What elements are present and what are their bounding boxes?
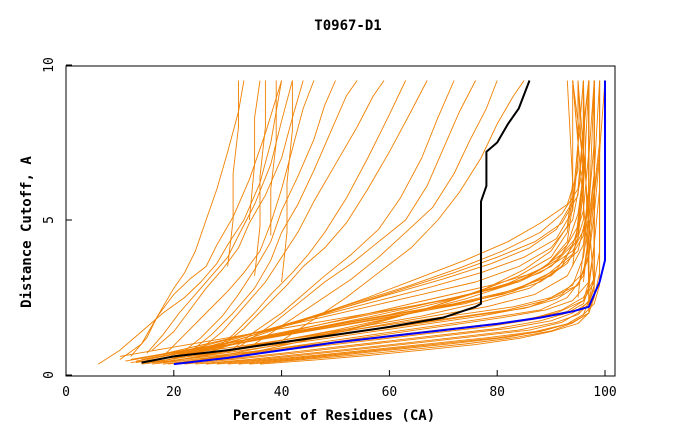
series-line-59 [227, 80, 574, 359]
x-tick-label-1: 20 [166, 385, 182, 400]
series-line-35 [173, 80, 590, 365]
x-tick-label-0: 0 [62, 385, 70, 400]
series-line-23 [130, 80, 595, 360]
series-line-16 [281, 80, 525, 342]
series-line-38 [206, 80, 590, 365]
series-line-58 [200, 80, 574, 360]
x-axis: 0 20 40 60 80 100 [62, 370, 617, 400]
series-line-18 [254, 80, 266, 276]
series-line-39 [216, 80, 601, 365]
series-line-32 [141, 80, 601, 365]
series-line-42 [249, 80, 595, 365]
series-line-2 [98, 80, 283, 365]
series-line-36 [184, 80, 595, 365]
series-line-49 [168, 80, 584, 360]
series-line-57 [173, 80, 579, 362]
series-line-14 [238, 80, 476, 348]
series-line-62 [572, 80, 590, 267]
series-line-0 [141, 80, 531, 364]
series-line-3 [119, 80, 245, 360]
series-line-4 [130, 80, 283, 357]
series-line-27 [136, 80, 601, 364]
x-tick-label-2: 40 [274, 385, 290, 400]
series-line-10 [195, 80, 385, 354]
series-line-5 [146, 80, 293, 354]
series-line-13 [227, 80, 455, 354]
series-line-60 [582, 80, 601, 283]
series-layer [98, 80, 606, 366]
x-tick-label-5: 100 [593, 385, 616, 400]
plot-frame [65, 65, 616, 377]
series-line-48 [157, 80, 584, 360]
series-line-61 [577, 80, 595, 298]
series-line-11 [205, 80, 407, 357]
series-line-12 [216, 80, 428, 351]
y-axis-title: Distance Cutoff, A [19, 156, 35, 308]
series-line-40 [227, 80, 595, 365]
series-line-63 [588, 80, 606, 289]
x-tick-label-4: 80 [489, 385, 505, 400]
series-line-8 [173, 80, 336, 360]
x-axis-title: Percent of Residues (CA) [233, 408, 435, 424]
series-line-1 [173, 80, 606, 366]
y-axis: 0 5 10 [42, 57, 72, 379]
series-line-9 [184, 80, 358, 357]
series-line-37 [195, 80, 595, 365]
series-line-17 [227, 80, 239, 267]
series-line-15 [254, 80, 498, 345]
series-line-55 [205, 80, 579, 354]
series-line-21 [248, 80, 261, 221]
series-line-6 [151, 80, 304, 351]
y-tick-label-1: 5 [42, 216, 57, 224]
series-line-19 [270, 80, 277, 236]
y-tick-label-2: 10 [42, 57, 57, 73]
series-line-7 [162, 80, 315, 357]
series-line-43 [259, 80, 590, 365]
y-tick-label-0: 0 [42, 371, 57, 379]
series-line-47 [146, 80, 590, 360]
series-line-56 [146, 80, 584, 362]
chart-title: T0967-D1 [314, 18, 381, 34]
series-line-20 [281, 80, 293, 283]
x-tick-label-3: 60 [382, 385, 398, 400]
